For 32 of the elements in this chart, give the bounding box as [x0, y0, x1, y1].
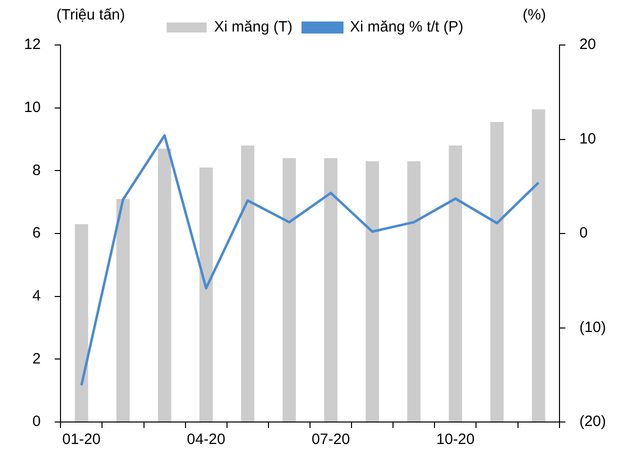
y2-tick-label: 20 [579, 36, 596, 54]
bar [241, 146, 254, 422]
y-tick-label: 10 [24, 98, 41, 116]
legend-label: Xi măng % t/t (P) [350, 18, 464, 36]
bar [448, 146, 462, 422]
x-tick-label: 10-20 [436, 431, 475, 448]
y-tick-label: 6 [32, 224, 41, 242]
y-tick-label: 0 [32, 413, 41, 430]
y2-axis-title: (%) [522, 6, 546, 24]
y2-tick-label: 10 [579, 130, 596, 148]
x-tick-label: 01-20 [62, 431, 101, 448]
x-tick-label: 07-20 [312, 431, 350, 448]
bar [199, 168, 213, 422]
y2-tick-label: (20) [579, 413, 606, 430]
y-tick-label: 2 [32, 350, 41, 368]
legend-label: Xi măng (T) [214, 18, 293, 36]
bar [158, 148, 172, 422]
y2-tick-label: (10) [579, 318, 606, 336]
y-tick-label: 4 [32, 287, 41, 304]
y-tick-label: 12 [24, 36, 41, 54]
bar [490, 122, 504, 422]
x-tick-label: 04-20 [186, 431, 226, 448]
bar [366, 161, 379, 422]
bar [532, 109, 546, 422]
bar [282, 158, 296, 422]
y-axis-title: (Triệu tấn) [56, 6, 126, 24]
bar [407, 161, 421, 422]
y2-tick-label: 0 [579, 224, 588, 242]
bar [74, 224, 88, 422]
y-tick-label: 8 [32, 162, 41, 179]
bar [116, 198, 130, 422]
bar [324, 158, 338, 422]
